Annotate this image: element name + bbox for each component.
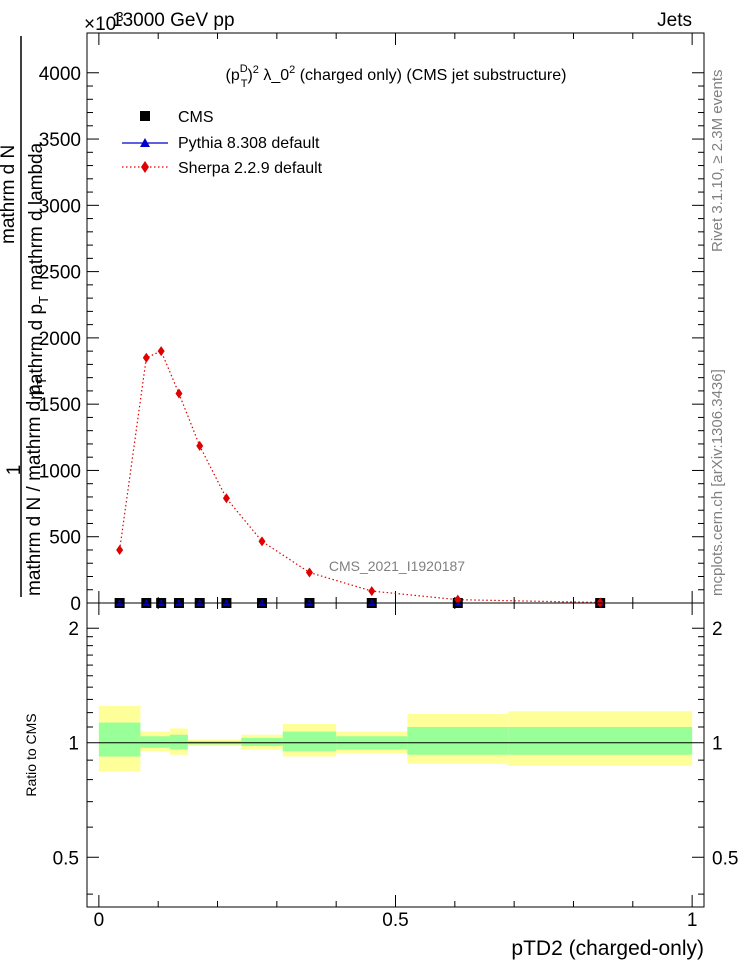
ratio-band-inner bbox=[241, 737, 283, 747]
x-tick-label: 0.5 bbox=[382, 910, 408, 931]
main-y-ticks: 0 500 1000 1500 2000 2500 3000 3500 4000 bbox=[39, 64, 704, 615]
legend-marker-cms bbox=[140, 111, 150, 121]
sherpa-data-point bbox=[368, 586, 376, 597]
ratio-y-tick-label-right: 1 bbox=[712, 734, 723, 755]
energy-label: 13000 GeV pp bbox=[112, 10, 235, 31]
main-y-tick-label: 2500 bbox=[39, 263, 81, 284]
main-y-tick-label: 2000 bbox=[39, 329, 81, 350]
sherpa-data-point bbox=[305, 567, 313, 578]
main-y-label: 1 mathrm d N / mathrm d pT mathrm d N ma… bbox=[0, 36, 51, 597]
ratio-x-ticks: 0 0.5 1 bbox=[94, 603, 698, 931]
ratio-band-inner bbox=[140, 736, 171, 748]
sherpa-data-point bbox=[175, 388, 183, 399]
ratio-band-inner bbox=[282, 731, 337, 752]
legend: CMS Pythia 8.308 default Sherpa 2.2.9 de… bbox=[122, 109, 323, 177]
x-tick-label: 1 bbox=[687, 910, 698, 931]
analysis-watermark: CMS_2021_I1920187 bbox=[329, 558, 465, 574]
ratio-band-inner bbox=[407, 726, 509, 755]
main-y-tick-label: 4000 bbox=[39, 64, 81, 85]
y-label-one: 1 bbox=[4, 465, 25, 476]
legend-label-cms: CMS bbox=[178, 109, 214, 126]
ratio-bands bbox=[98, 705, 693, 772]
main-y-tick-label: 3500 bbox=[39, 130, 81, 151]
sherpa-data-point bbox=[116, 544, 124, 555]
sherpa-line bbox=[119, 350, 601, 604]
legend-marker-pythia bbox=[140, 138, 150, 147]
ratio-y-tick-label-right: 2 bbox=[712, 619, 723, 640]
y-label-denominator: mathrm d N / mathrm d pT bbox=[24, 377, 49, 596]
rivet-label: Rivet 3.1.10, ≥ 2.3M events bbox=[709, 70, 726, 253]
sherpa-data-point bbox=[222, 493, 230, 504]
process-label: Jets bbox=[657, 10, 692, 31]
main-y-tick-label: 3000 bbox=[39, 196, 81, 217]
x-axis-label: pTD2 (charged-only) bbox=[511, 937, 704, 960]
ratio-y-tick-label: 0.5 bbox=[53, 848, 79, 869]
axis-multiplier: ×103 bbox=[84, 9, 123, 35]
y-label-numerator: mathrm d N bbox=[0, 145, 19, 244]
main-y-tick-label: 0 bbox=[70, 594, 81, 615]
sherpa-data-point bbox=[142, 352, 150, 363]
mcplots-label: mcplots.cern.ch [arXiv:1306.3436] bbox=[709, 369, 726, 596]
sherpa-data-point bbox=[157, 346, 165, 357]
legend-label-sherpa: Sherpa 2.2.9 default bbox=[178, 160, 323, 177]
ratio-y-ticks: 0.5 0.5 1 1 2 2 bbox=[53, 619, 738, 895]
ratio-y-tick-label: 2 bbox=[68, 619, 79, 640]
sherpa-data-point bbox=[454, 594, 462, 605]
ratio-band-inner bbox=[508, 726, 693, 755]
ratio-y-tick-label: 1 bbox=[68, 734, 79, 755]
main-y-tick-label: 1500 bbox=[39, 395, 81, 416]
legend-marker-sherpa bbox=[141, 161, 149, 173]
main-y-tick-label: 500 bbox=[49, 528, 81, 549]
ratio-y-label: Ratio to CMS bbox=[23, 713, 39, 796]
sherpa-data-point bbox=[196, 440, 204, 451]
ratio-y-tick-label-right: 0.5 bbox=[712, 848, 738, 869]
sherpa-data-point bbox=[596, 597, 604, 608]
legend-label-pythia: Pythia 8.308 default bbox=[178, 135, 320, 152]
x-tick-label: 0 bbox=[94, 910, 105, 931]
main-y-tick-label: 1000 bbox=[39, 461, 81, 482]
ratio-band-inner bbox=[170, 734, 188, 750]
chart-title: (pD T)2 λ_02 (charged only) (CMS jet subs… bbox=[226, 63, 567, 90]
y-label-inner-denominator: mathrm d pT mathrm d lambda bbox=[26, 142, 51, 400]
sherpa-data-point bbox=[258, 536, 266, 547]
ratio-band-inner bbox=[98, 722, 141, 757]
